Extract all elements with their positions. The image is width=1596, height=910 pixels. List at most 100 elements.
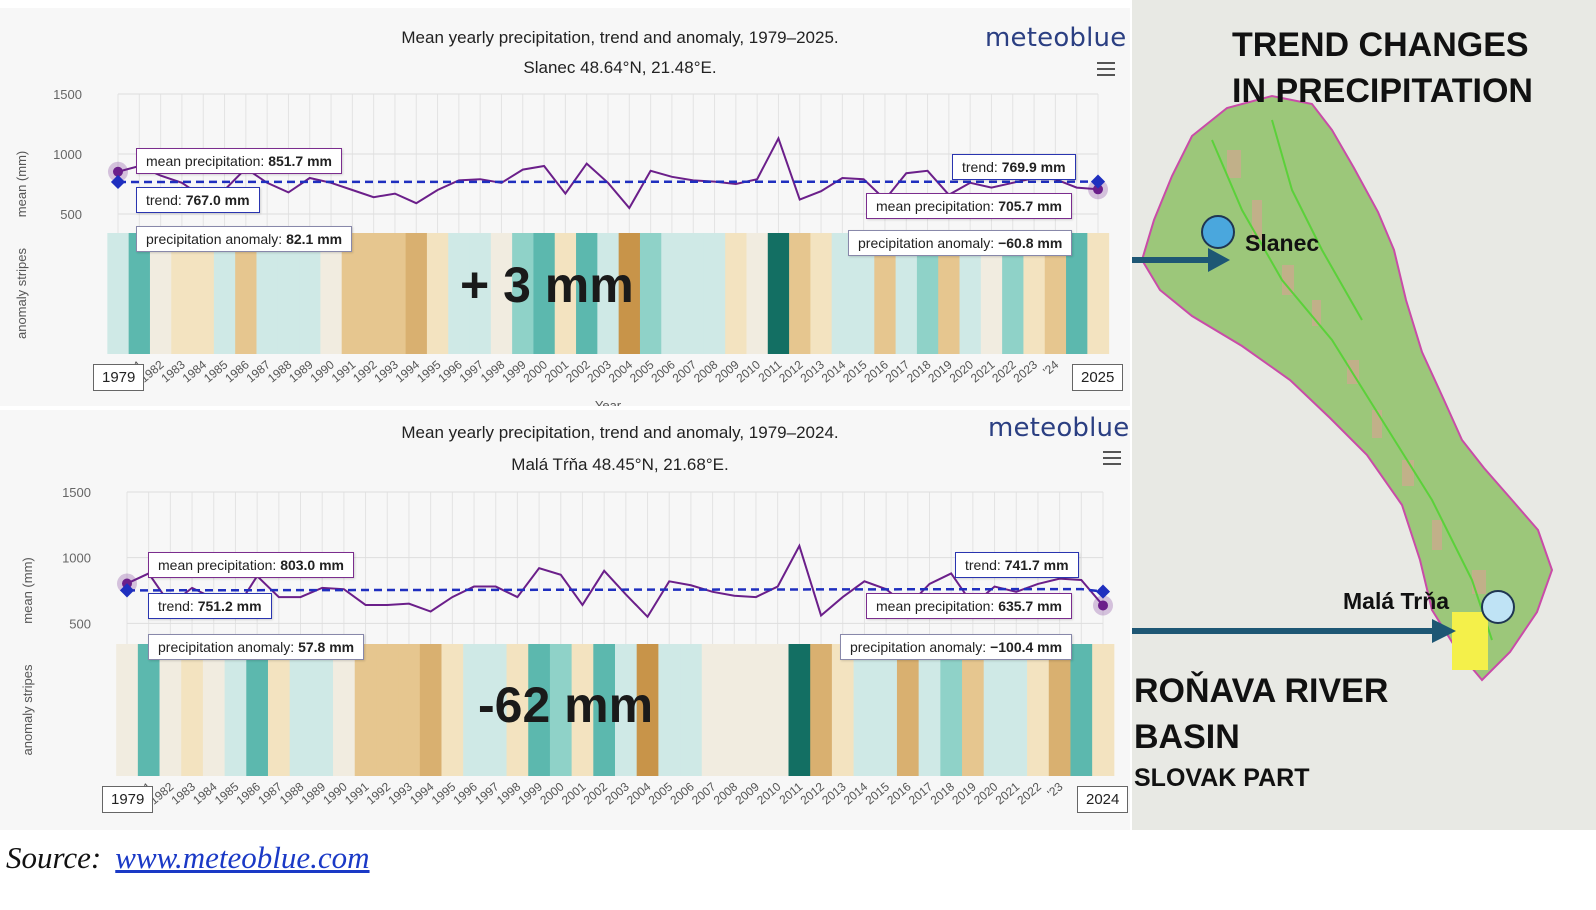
- callout-first-mean: mean precipitation: 803.0 mm: [148, 552, 355, 578]
- y-tick-label: 1500: [62, 485, 91, 500]
- anomaly-stripe: [224, 644, 247, 776]
- anomaly-stripe: [128, 233, 151, 354]
- anomaly-stripe: [1087, 233, 1110, 354]
- callout-label: precipitation anomaly:: [158, 639, 295, 655]
- anomaly-stripe: [299, 233, 321, 354]
- x-axis-label: Year: [595, 398, 622, 406]
- anomaly-stripe: [875, 644, 898, 776]
- source-footer: Source: www.meteoblue.com: [6, 840, 370, 876]
- anomaly-stripe: [593, 644, 616, 776]
- anomaly-stripe: [983, 644, 1006, 776]
- anomaly-stripe: [159, 644, 182, 776]
- chart-title: Mean yearly precipitation, trend and ano…: [401, 423, 839, 442]
- anomaly-stripe: [810, 644, 833, 776]
- callout-value: 751.2 mm: [197, 598, 262, 614]
- callout-last-anomaly: precipitation anomaly: −100.4 mm: [840, 634, 1073, 660]
- callout-label: precipitation anomaly:: [146, 231, 283, 247]
- anomaly-stripe: [256, 233, 279, 354]
- callout-label: mean precipitation:: [158, 557, 277, 573]
- callout-label: precipitation anomaly:: [850, 639, 987, 655]
- callout-label: trend:: [965, 557, 1001, 573]
- mean-precipitation-line: [126, 543, 1104, 619]
- anomaly-stripe: [107, 233, 130, 354]
- meteoblue-logo: meteoblue: [985, 23, 1127, 53]
- anomaly-stripe: [918, 644, 941, 776]
- callout-value: −100.4 mm: [990, 639, 1063, 655]
- anomaly-stripe: [137, 644, 161, 776]
- anomaly-stripe: [116, 644, 139, 776]
- label-slanec: Slanec: [1245, 230, 1320, 256]
- anomaly-stripe: [658, 644, 681, 776]
- anomaly-stripe: [419, 644, 442, 776]
- anomaly-stripe: [341, 233, 364, 354]
- x-tick-label: 2023: [1011, 357, 1041, 385]
- chart-title: Mean yearly precipitation, trend and ano…: [401, 28, 839, 47]
- label-mala-trna: Malá Trňa: [1343, 588, 1450, 614]
- mean-point: [113, 166, 123, 177]
- callout-first-trend: trend: 767.0 mm: [136, 187, 260, 213]
- callout-value: 82.1 mm: [286, 231, 343, 247]
- trend-change-label: -62 mm: [478, 677, 654, 733]
- x-tick-label: 2022: [1014, 779, 1044, 807]
- hamburger-menu-icon[interactable]: [1097, 62, 1115, 76]
- anomaly-stripe: [682, 233, 705, 354]
- callout-value: 767.0 mm: [185, 192, 250, 208]
- trend-change-label: + 3 mm: [460, 257, 634, 313]
- anomaly-stripe: [289, 644, 312, 776]
- x-tick-label: '23: [1045, 779, 1066, 800]
- callout-first-anomaly: precipitation anomaly: 57.8 mm: [148, 634, 365, 660]
- anomaly-stripe: [767, 233, 790, 354]
- chart-panel-mala-trna: Mean yearly precipitation, trend and ano…: [0, 410, 1130, 830]
- anomaly-stripe: [1002, 233, 1024, 354]
- anomaly-stripe: [267, 644, 291, 776]
- anomaly-stripe: [1070, 644, 1093, 776]
- hamburger-menu-icon[interactable]: [1103, 451, 1121, 465]
- anomaly-stripe: [853, 233, 875, 354]
- anomaly-stripe: [311, 644, 334, 776]
- anomaly-stripe: [171, 233, 194, 354]
- anomaly-stripe: [874, 233, 897, 354]
- anomaly-axis-label: anomaly stripes: [14, 247, 29, 339]
- anomaly-stripe: [571, 644, 594, 776]
- chart-subtitle: Slanec 48.64°N, 21.48°E.: [523, 58, 717, 77]
- y-tick-label: 1000: [62, 551, 91, 566]
- trend-point: [1095, 584, 1111, 599]
- anomaly-stripe: [940, 644, 963, 776]
- anomaly-stripe: [528, 644, 551, 776]
- callout-last-mean: mean precipitation: 705.7 mm: [866, 193, 1073, 219]
- mean-precipitation-line: [117, 135, 1099, 210]
- anomaly-stripe: [363, 233, 385, 354]
- anomaly-stripe: [1027, 644, 1050, 776]
- anomaly-stripe: [895, 233, 918, 354]
- start-year-box: 1979: [93, 364, 145, 391]
- anomaly-stripe: [745, 644, 768, 776]
- anomaly-stripe: [788, 644, 811, 776]
- anomaly-stripe: [463, 644, 486, 776]
- callout-last-anomaly: precipitation anomaly: −60.8 mm: [848, 230, 1073, 256]
- y-tick-label: 500: [69, 616, 91, 631]
- callout-value: 803.0 mm: [280, 557, 345, 573]
- callout-first-trend: trend: 751.2 mm: [148, 593, 272, 619]
- callout-value: 635.7 mm: [998, 598, 1063, 614]
- source-link[interactable]: www.meteoblue.com: [115, 840, 370, 875]
- anomaly-stripe: [333, 644, 356, 776]
- callout-value: 705.7 mm: [998, 198, 1063, 214]
- anomaly-stripe: [1048, 644, 1071, 776]
- basin-map-graphic: [1132, 0, 1596, 830]
- callout-value: 851.7 mm: [268, 153, 333, 169]
- anomaly-stripe: [246, 644, 269, 776]
- anomaly-stripe: [661, 233, 684, 354]
- anomaly-stripe: [723, 644, 746, 776]
- anomaly-stripe: [1092, 644, 1115, 776]
- mean-point: [1098, 600, 1108, 611]
- anomaly-stripe: [320, 233, 343, 354]
- anomaly-stripe: [680, 644, 703, 776]
- anomaly-stripe: [615, 644, 638, 776]
- anomaly-stripe: [636, 644, 659, 776]
- start-year-box: 1979: [102, 786, 154, 813]
- callout-last-mean: mean precipitation: 635.7 mm: [866, 593, 1073, 619]
- anomaly-stripe: [1066, 233, 1088, 354]
- callout-label: trend:: [158, 598, 194, 614]
